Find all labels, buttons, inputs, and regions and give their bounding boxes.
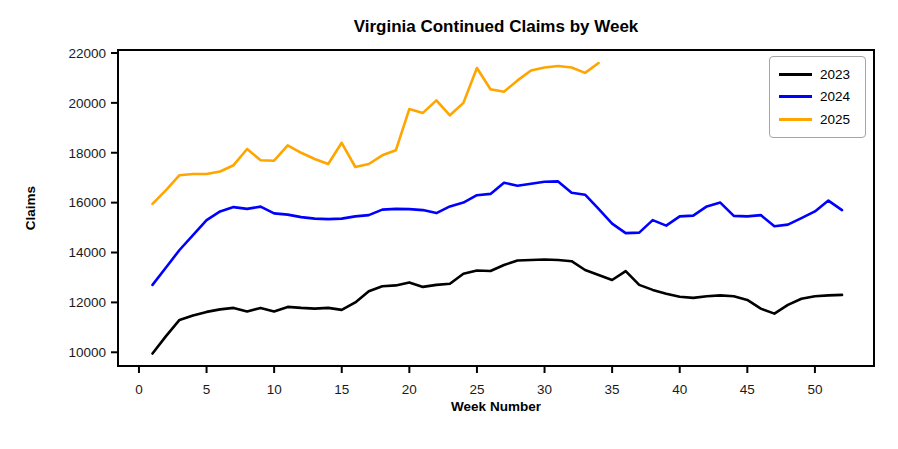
x-tick-label: 0 (135, 382, 143, 397)
x-tick-label: 45 (740, 382, 755, 397)
x-axis-label: Week Number (118, 399, 874, 414)
x-tick-label: 10 (267, 382, 282, 397)
legend-item-2023: 2023 (779, 68, 857, 82)
series-line-2023 (153, 260, 843, 354)
plot-area: 0510152025303540455010000120001400016000… (0, 0, 898, 449)
y-tick-label: 22000 (68, 46, 106, 61)
x-tick-label: 20 (402, 382, 417, 397)
x-tick-label: 15 (334, 382, 349, 397)
legend: 2023 2024 2025 (769, 56, 866, 138)
x-tick-label: 35 (605, 382, 620, 397)
y-tick-label: 10000 (68, 345, 106, 360)
legend-label: 2023 (820, 68, 850, 82)
x-tick-label: 25 (469, 382, 484, 397)
y-tick-label: 20000 (68, 96, 106, 111)
x-tick-label: 40 (672, 382, 687, 397)
y-tick-label: 16000 (68, 195, 106, 210)
legend-swatch-2023 (779, 73, 812, 76)
x-tick-label: 30 (537, 382, 552, 397)
x-tick-label: 5 (203, 382, 211, 397)
y-tick-label: 18000 (68, 146, 106, 161)
legend-item-2024: 2024 (779, 90, 857, 104)
chart-figure: Virginia Continued Claims by Week Claims… (0, 0, 898, 449)
x-tick-label: 50 (807, 382, 822, 397)
legend-swatch-2025 (779, 118, 812, 121)
legend-label: 2024 (820, 90, 850, 104)
legend-item-2025: 2025 (779, 113, 857, 127)
y-tick-label: 12000 (68, 295, 106, 310)
legend-swatch-2024 (779, 95, 812, 98)
y-tick-label: 14000 (68, 245, 106, 260)
legend-label: 2025 (820, 113, 850, 127)
